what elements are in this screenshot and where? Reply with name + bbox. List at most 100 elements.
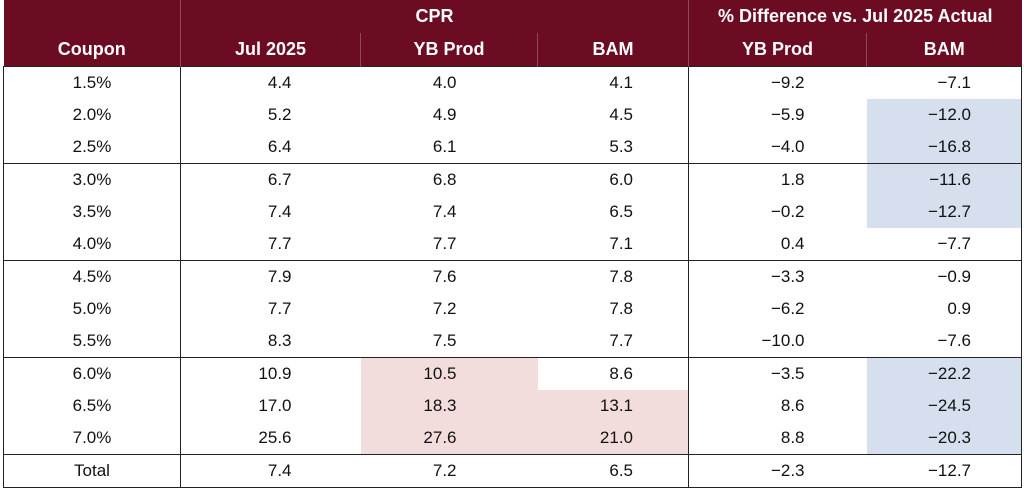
value-cell: 7.4 — [180, 454, 361, 488]
coupon-cell: 6.5% — [3, 390, 181, 422]
table-row: 6.0% 10.9 10.5 8.6 −3.5 −22.2 — [3, 357, 1023, 390]
header-column-row: Coupon Jul 2025 YB Prod BAM YB Prod BAM — [3, 33, 1022, 67]
coupon-cell: 3.5% — [3, 196, 181, 228]
value-cell: 0.4 — [780, 234, 805, 253]
value-cell: 7.6 — [360, 260, 538, 293]
coupon-cell: 7.0% — [3, 422, 181, 455]
value-cell: 6.5 — [537, 454, 690, 488]
value-cell: 21.0 — [537, 422, 690, 455]
value-cell: 8.6 — [780, 396, 805, 415]
value-cell: 8.8 — [780, 428, 805, 447]
value-cell: −9.2 — [688, 66, 867, 99]
value-cell: 6.1 — [432, 137, 457, 156]
table-row: 5.5% 8.3 7.5 7.7 −10.0 −7.6 — [3, 325, 1023, 358]
group-header: % Difference vs. Jul 2025 Actual — [688, 0, 1022, 33]
table-row: 2.0% 5.2 4.9 4.5 −5.9 −12.0 — [3, 99, 1023, 131]
value-cell: 7.5 — [432, 331, 457, 350]
value-cell: −7.1 — [866, 66, 1023, 99]
value-cell: 7.8 — [537, 293, 690, 325]
group-header: CPR — [179, 0, 689, 33]
value-cell: −7.7 — [866, 228, 1023, 261]
value-cell: 4.1 — [537, 66, 690, 99]
value-cell: −3.5 — [688, 357, 867, 390]
coupon-cell: 6.0% — [3, 357, 181, 390]
table-row: 2.5% 6.4 6.1 5.3 −4.0 −16.8 — [3, 131, 1023, 164]
column-header: YB Prod — [688, 33, 867, 67]
value-cell: −12.7 — [866, 196, 1023, 228]
value-cell: 7.7 — [432, 234, 457, 253]
coupon-cell: 4.0% — [3, 228, 181, 261]
value-cell: 7.2 — [360, 454, 538, 488]
value-cell: 18.3 — [360, 390, 538, 422]
value-cell: 6.5 — [537, 196, 690, 228]
value-cell: 7.8 — [537, 260, 690, 293]
cpr-table: CPR % Difference vs. Jul 2025 Actual Cou… — [3, 0, 1023, 488]
table-row: 4.0% 7.7 7.7 7.1 0.4 −7.7 — [3, 228, 1023, 261]
value-cell: 25.6 — [258, 428, 292, 447]
coupon-cell: 2.5% — [3, 131, 181, 164]
value-cell: 4.9 — [432, 105, 457, 124]
column-header: BAM — [866, 33, 1022, 67]
value-cell: 27.6 — [360, 422, 538, 455]
table-row: 3.5% 7.4 7.4 6.5 −0.2 −12.7 — [3, 196, 1023, 228]
value-cell: −3.3 — [688, 260, 867, 293]
value-cell: −22.2 — [866, 357, 1023, 390]
table-body: 1.5% 4.4 4.0 4.1 −9.2 −7.1 2.0% 5.2 4.9 4.5 −5.9 −1… — [3, 66, 1023, 488]
value-cell: 4.0 — [360, 66, 538, 99]
value-cell: 10.5 — [360, 357, 538, 390]
coupon-cell: 1.5% — [3, 66, 181, 99]
value-cell: 7.7 — [537, 325, 690, 358]
coupon-cell: 4.5% — [3, 260, 181, 293]
value-cell: 1.8 — [688, 163, 867, 196]
value-cell: 6.8 — [360, 163, 538, 196]
value-cell: 6.0 — [537, 163, 690, 196]
value-cell: −12.0 — [866, 99, 1023, 131]
value-cell: 4.4 — [180, 66, 361, 99]
value-cell: 7.7 — [267, 299, 292, 318]
value-cell: −2.3 — [688, 454, 867, 488]
value-cell: 6.7 — [180, 163, 361, 196]
value-cell: 17.0 — [258, 396, 292, 415]
value-cell: −0.9 — [866, 260, 1023, 293]
value-cell: 7.4 — [267, 202, 292, 221]
value-cell: 7.4 — [432, 202, 457, 221]
coupon-cell: 3.0% — [3, 163, 181, 196]
table-row: 4.5% 7.9 7.6 7.8 −3.3 −0.9 — [3, 260, 1023, 293]
table-row: 3.0% 6.7 6.8 6.0 1.8 −11.6 — [3, 163, 1023, 196]
value-cell: −6.2 — [770, 299, 805, 318]
value-cell: 7.9 — [180, 260, 361, 293]
value-cell: −0.2 — [770, 202, 805, 221]
value-cell: 8.6 — [537, 357, 690, 390]
header-blank — [3, 0, 181, 33]
coupon-cell: 5.5% — [3, 325, 181, 358]
value-cell: 5.2 — [267, 105, 292, 124]
value-cell: −7.6 — [866, 325, 1023, 358]
value-cell: 0.9 — [866, 293, 1023, 325]
table-row: 7.0% 25.6 27.6 21.0 8.8 −20.3 — [3, 422, 1023, 455]
value-cell: −10.0 — [761, 331, 805, 350]
value-cell: −16.8 — [866, 131, 1023, 164]
value-cell: 10.9 — [180, 357, 361, 390]
value-cell: 7.7 — [267, 234, 292, 253]
column-header: YB Prod — [360, 33, 538, 67]
table-row: 5.0% 7.7 7.2 7.8 −6.2 0.9 — [3, 293, 1023, 325]
value-cell: 8.3 — [267, 331, 292, 350]
value-cell: −24.5 — [866, 390, 1023, 422]
table-row: 6.5% 17.0 18.3 13.1 8.6 −24.5 — [3, 390, 1023, 422]
table-row: Total 7.4 7.2 6.5 −2.3 −12.7 — [3, 454, 1023, 488]
value-cell: 7.2 — [432, 299, 457, 318]
column-header: BAM — [536, 33, 689, 67]
value-cell: 6.4 — [267, 137, 292, 156]
value-cell: −4.0 — [770, 137, 805, 156]
table-row: 1.5% 4.4 4.0 4.1 −9.2 −7.1 — [3, 66, 1023, 99]
value-cell: −12.7 — [866, 454, 1023, 488]
value-cell: −11.6 — [866, 163, 1023, 196]
value-cell: 4.5 — [537, 99, 690, 131]
coupon-cell: 2.0% — [3, 99, 181, 131]
column-header: Coupon — [3, 33, 181, 67]
column-header: Jul 2025 — [180, 33, 361, 67]
coupon-cell: 5.0% — [3, 293, 181, 325]
value-cell: 5.3 — [537, 131, 690, 164]
header-group-row: CPR % Difference vs. Jul 2025 Actual — [3, 0, 1022, 33]
